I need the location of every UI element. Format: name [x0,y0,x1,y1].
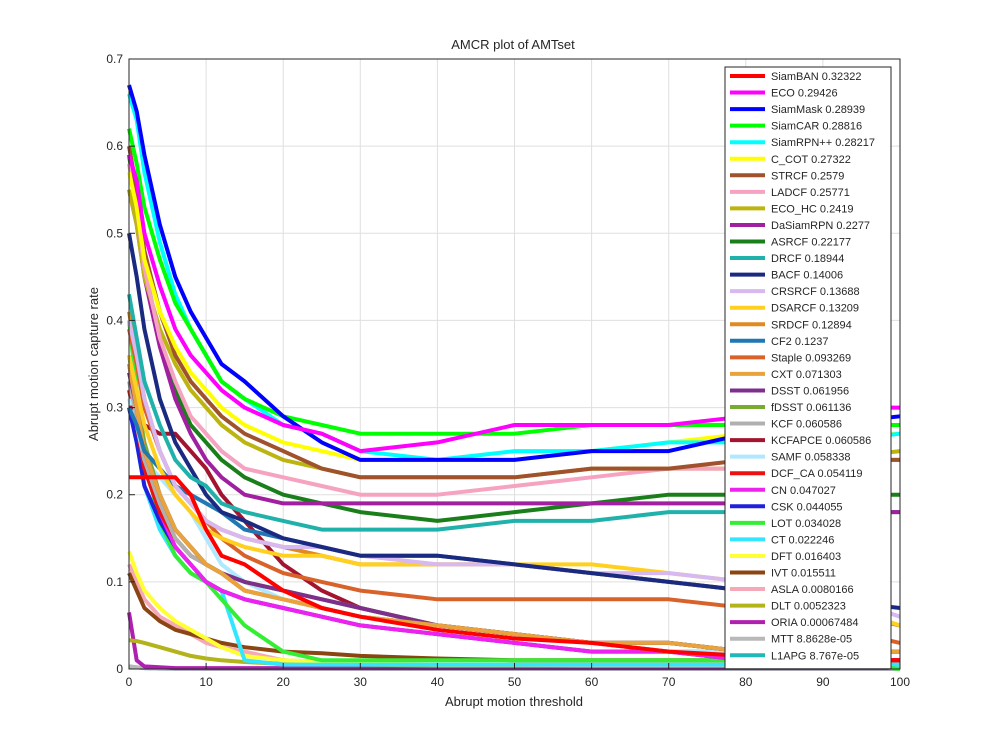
legend: SiamBAN 0.32322 ECO 0.29426 SiamMask 0.289… [724,66,892,670]
x-tick-label: 90 [816,675,830,689]
legend-box [724,66,892,670]
legend-label: ASLA 0.0080166 [771,584,854,596]
x-tick-label: 40 [431,675,445,689]
legend-label: LADCF 0.25771 [771,187,850,199]
y-tick-label: 0.7 [106,52,123,66]
legend-label: ECO_HC 0.2419 [771,203,854,215]
legend-label: KCF 0.060586 [771,419,842,431]
series-line [129,475,900,663]
x-tick-label: 20 [277,675,291,689]
legend-label: LOT 0.034028 [771,518,841,530]
chart-title: AMCR plot of AMTset [451,37,575,52]
series-line [127,293,900,532]
y-tick-label: 0.1 [106,575,123,589]
legend-label: L1APG 8.767e-05 [771,650,859,662]
series-line [127,319,901,619]
y-tick-label: 0 [116,662,123,676]
legend-label: SiamRPN++ 0.28217 [771,137,875,149]
legend-label: CN 0.047027 [771,485,836,497]
legend-label: CSK 0.044055 [771,501,843,513]
y-tick-label: 0.2 [106,488,123,502]
legend-label: BACF 0.14006 [771,270,843,282]
x-tick-label: 60 [585,675,599,689]
legend-label: CXT 0.071303 [771,369,842,381]
x-tick-label: 70 [662,675,676,689]
x-tick-label: 30 [354,675,368,689]
legend-label: CF2 0.1237 [771,336,828,348]
legend-label: SiamBAN 0.32322 [771,71,862,83]
legend-label: ORIA 0.00067484 [771,617,858,629]
y-axis-label: Abrupt motion capture rate [86,287,101,441]
legend-label: ECO 0.29426 [771,88,838,100]
legend-label: CRSRCF 0.13688 [771,286,860,298]
x-tick-label: 80 [739,675,753,689]
legend-label: SAMF 0.058338 [771,452,851,464]
legend-label: DSST 0.061956 [771,385,849,397]
x-tick-label: 50 [508,675,522,689]
axis-ticks: 0 10 20 30 40 50 60 70 80 90 100 0 0.1 0.2 0.3 0.4 0.5 0.… [106,52,910,689]
legend-label: DFT 0.016403 [771,551,841,563]
legend-label: ASRCF 0.22177 [771,237,851,249]
legend-label: SRDCF 0.12894 [771,319,852,331]
series-line [127,189,900,515]
legend-label: SiamCAR 0.28816 [771,121,862,133]
legend-label: STRCF 0.2579 [771,170,844,182]
legend-label: CT 0.022246 [771,534,834,546]
x-axis-label: Abrupt motion threshold [445,694,583,709]
y-tick-label: 0.6 [106,139,123,153]
series-line [127,232,901,610]
series-line [127,363,900,654]
y-tick-label: 0.5 [106,226,123,240]
y-tick-label: 0.4 [106,313,123,327]
x-tick-label: 0 [126,675,133,689]
legend-label: Staple 0.093269 [771,352,851,364]
legend-label: DRCF 0.18944 [771,253,844,265]
legend-label: C_COT 0.27322 [771,154,851,166]
x-tick-label: 100 [890,675,910,689]
series-line [127,84,901,462]
series-line [127,154,900,454]
y-tick-label: 0.3 [106,401,123,415]
x-tick-label: 10 [199,675,213,689]
legend-label: SiamMask 0.28939 [771,104,865,116]
legend-label: DLT 0.0052323 [771,601,846,613]
legend-label: fDSST 0.061136 [771,402,851,414]
legend-label: IVT 0.015511 [771,568,836,580]
legend-label: DCF_CA 0.054119 [771,468,863,480]
legend-label: MTT 8.8628e-05 [771,634,852,646]
legend-label: DaSiamRPN 0.2277 [771,220,870,232]
legend-label: DSARCF 0.13209 [771,303,859,315]
legend-label: KCFAPCE 0.060586 [771,435,871,447]
